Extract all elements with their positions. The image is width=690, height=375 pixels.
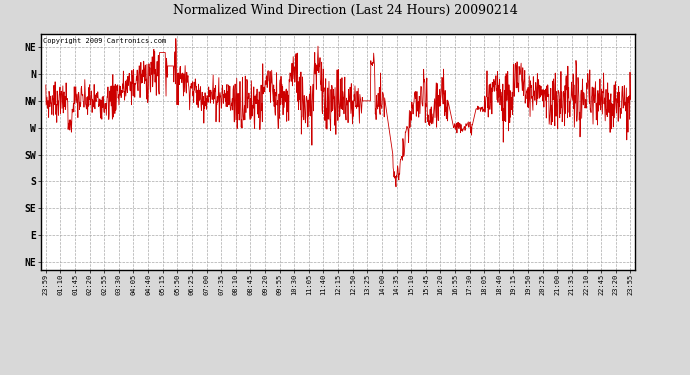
Text: Normalized Wind Direction (Last 24 Hours) 20090214: Normalized Wind Direction (Last 24 Hours… — [172, 4, 518, 17]
Text: Copyright 2009 Cartronics.com: Copyright 2009 Cartronics.com — [43, 39, 166, 45]
